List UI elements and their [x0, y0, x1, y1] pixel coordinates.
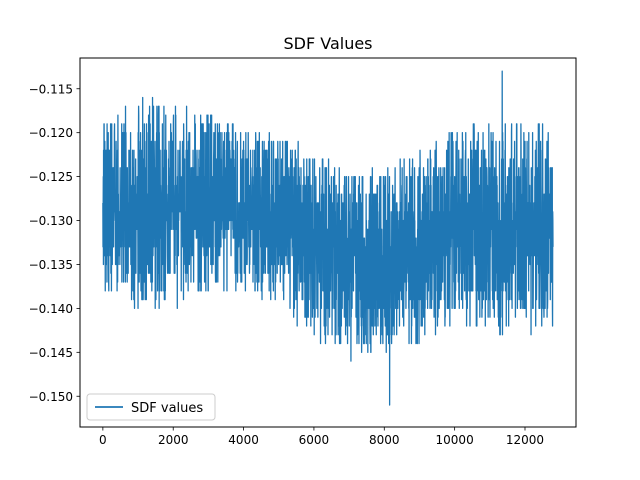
- x-tick-label: 2000: [158, 433, 189, 447]
- plot-frame: [79, 57, 577, 428]
- y-tick-label: −0.150: [29, 390, 73, 404]
- axes-layer: 0 2000 4000 6000 8000 10000 12000 −0.115 −0.120 −…: [29, 82, 545, 447]
- y-tick-label: −0.130: [29, 214, 73, 228]
- x-tick-label: 12000: [506, 433, 544, 447]
- series-line-sdf-values: [102, 70, 554, 406]
- x-tick-label: 0: [99, 433, 107, 447]
- legend: SDF values: [86, 393, 216, 421]
- y-tick-label: −0.115: [29, 82, 73, 96]
- y-tick-label: −0.145: [29, 346, 73, 360]
- series-layer: [102, 70, 554, 406]
- y-tick-label: −0.140: [29, 302, 73, 316]
- chart-title: SDF Values: [283, 34, 372, 53]
- y-tick-label: −0.120: [29, 126, 73, 140]
- x-tick-label: 8000: [369, 433, 400, 447]
- x-tick-label: 10000: [436, 433, 474, 447]
- y-tick-label: −0.135: [29, 258, 73, 272]
- y-tick-label: −0.125: [29, 170, 73, 184]
- legend-box: [86, 393, 216, 421]
- legend-label: SDF values: [131, 401, 203, 416]
- x-tick-label: 6000: [299, 433, 330, 447]
- x-tick-label: 4000: [228, 433, 259, 447]
